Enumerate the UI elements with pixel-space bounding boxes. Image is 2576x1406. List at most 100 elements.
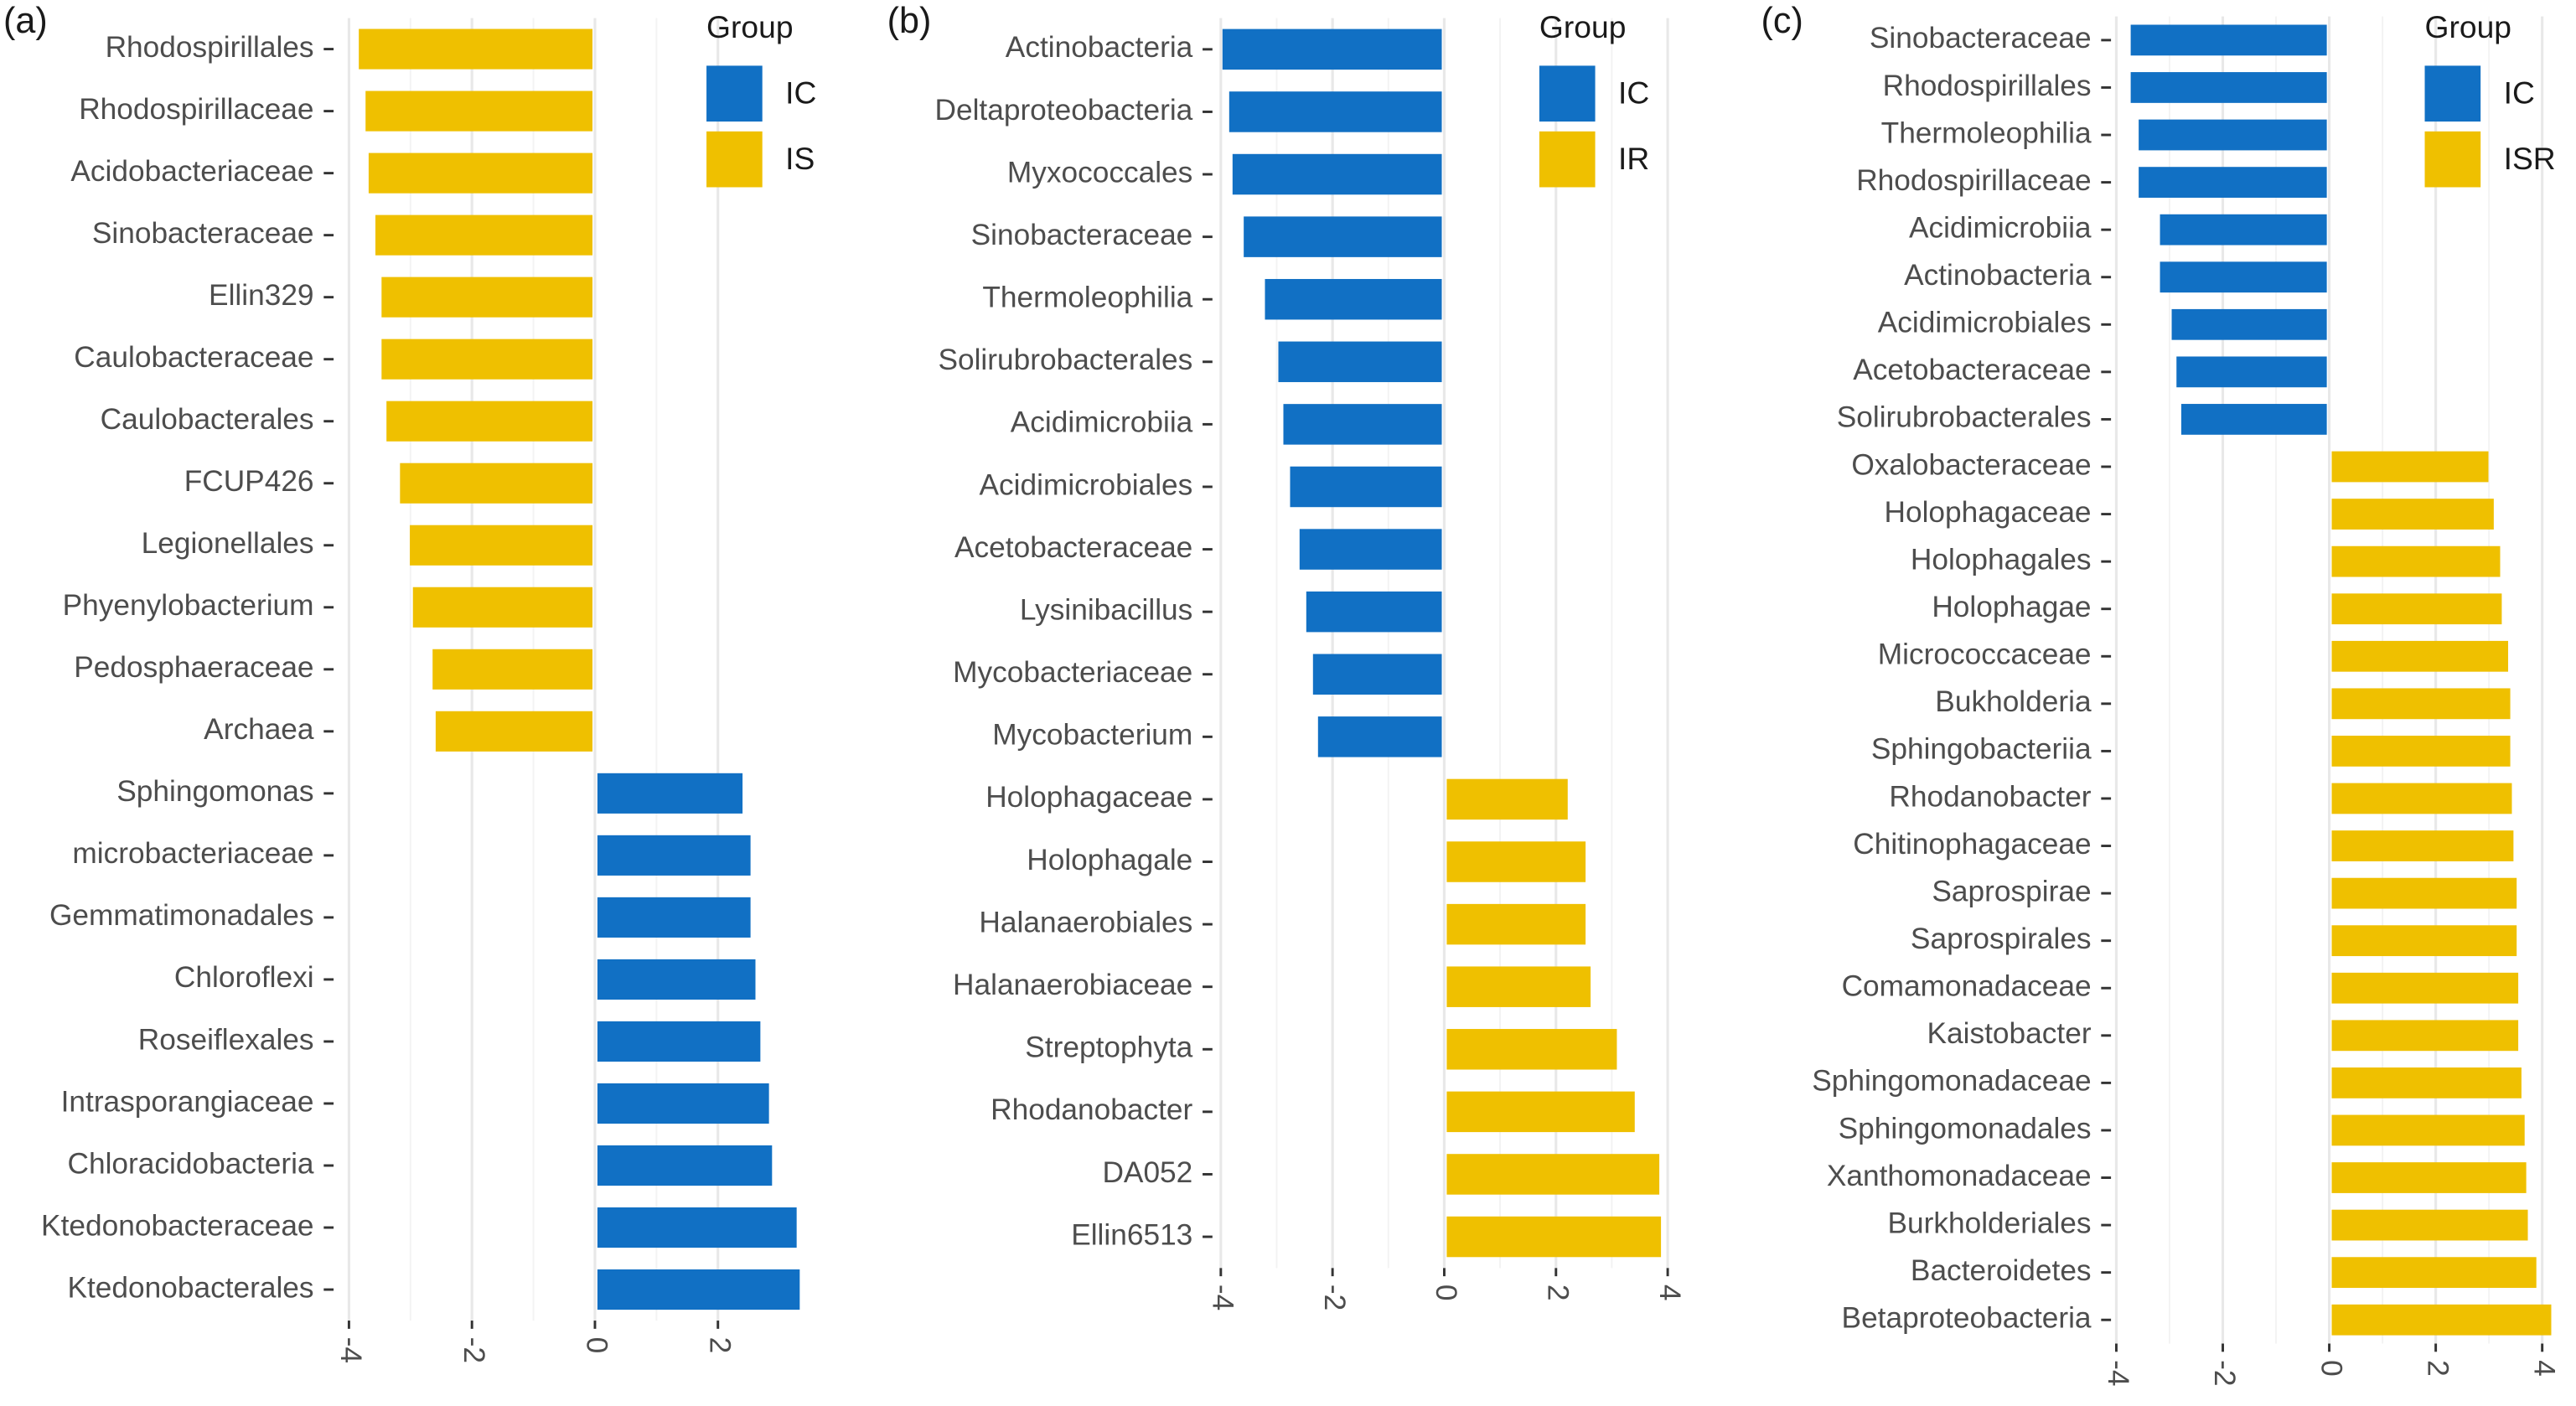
bar — [2130, 72, 2327, 103]
y-tick-label: Sphingomonadales — [1839, 1112, 2092, 1145]
y-tick-label: Thermoleophilia — [1881, 116, 2092, 149]
y-tick-label: Saprospirae — [1932, 875, 2091, 907]
y-tick-label: Rhodanobacter — [991, 1093, 1192, 1126]
bar — [1283, 404, 1442, 445]
y-tick-label: Bukholderia — [1935, 685, 2092, 718]
y-tick-label: Ktedonobacteraceae — [41, 1209, 313, 1242]
legend-label: IS — [785, 141, 815, 176]
bar — [2331, 1257, 2537, 1289]
bar — [2331, 830, 2514, 861]
bar — [1446, 966, 1591, 1007]
bar — [412, 587, 593, 628]
panel-label: (c) — [1761, 1, 1803, 41]
bar — [597, 1021, 761, 1062]
bar — [1229, 91, 1442, 132]
legend-label: IC — [1618, 75, 1649, 111]
y-tick-label: Streptophyta — [1025, 1031, 1192, 1064]
y-tick-label: Ellin329 — [209, 279, 313, 312]
bar — [381, 339, 593, 380]
x-tick-label: 4 — [1653, 1285, 1686, 1301]
bar — [2331, 972, 2519, 1004]
y-tick-label: Halanaerobiaceae — [953, 969, 1192, 1001]
y-tick-label: Mycobacterium — [992, 719, 1192, 752]
bar — [2331, 593, 2502, 625]
y-tick-label: Sinobacteraceae — [1870, 22, 2092, 54]
y-tick-label: Roseiflexales — [138, 1023, 314, 1056]
y-tick-label: Archaea — [204, 713, 314, 746]
x-tick-label: -4 — [1207, 1285, 1239, 1310]
x-tick-label: 2 — [2421, 1360, 2454, 1377]
y-tick-label: Legionellales — [142, 527, 314, 560]
y-tick-label: Comamonadaceae — [1842, 970, 2092, 1003]
y-tick-label: FCUP426 — [184, 465, 314, 498]
bar — [1244, 216, 1442, 257]
y-tick-label: Sinobacteraceae — [92, 217, 314, 250]
bar — [2331, 1114, 2525, 1146]
y-tick-label: Acidimicrobiia — [1011, 406, 1193, 439]
y-tick-label: Pedosphaeraceae — [74, 651, 313, 684]
y-tick-label: Sphingobacteriia — [1871, 733, 2092, 766]
legend-swatch — [706, 131, 763, 188]
bar — [597, 1269, 800, 1310]
y-tick-label: Holophagaceae — [985, 781, 1192, 814]
y-tick-label: Burkholderiales — [1887, 1207, 2091, 1239]
bar — [1446, 1154, 1660, 1195]
y-tick-label: Chloroflexi — [174, 961, 314, 994]
y-tick-label: Xanthomonadaceae — [1827, 1160, 2092, 1192]
y-tick-label: Micrococcaceae — [1878, 638, 2092, 671]
bar — [2331, 499, 2494, 530]
bar — [597, 1083, 769, 1124]
bar — [2331, 451, 2489, 483]
x-tick-label: -2 — [2208, 1360, 2241, 1386]
y-tick-label: Rhodospirillaceae — [1856, 164, 2091, 197]
bar — [2331, 1304, 2552, 1336]
y-tick-label: Acidimicrobiales — [980, 468, 1193, 501]
y-tick-label: Deltaproteobacteria — [935, 94, 1193, 127]
y-tick-label: Chloracidobacteria — [68, 1147, 314, 1180]
bar — [597, 1145, 773, 1186]
y-tick-label: Rhodospirillales — [1883, 70, 2092, 102]
bar — [597, 897, 751, 938]
bar — [1446, 778, 1568, 820]
legend-swatch — [706, 65, 763, 122]
legend-title: Group — [706, 9, 794, 44]
y-tick-label: microbacteriaceae — [72, 837, 313, 870]
bar — [2331, 1209, 2528, 1241]
bar — [432, 649, 593, 690]
y-tick-label: Ktedonobacterales — [67, 1271, 313, 1304]
bar — [1312, 654, 1442, 695]
bar — [2139, 167, 2327, 198]
bar — [435, 711, 593, 752]
bar — [1446, 841, 1586, 882]
bar — [368, 152, 593, 194]
y-tick-label: Holophagales — [1911, 543, 2092, 576]
bar — [400, 463, 593, 504]
bar — [1446, 1029, 1617, 1070]
bar — [365, 90, 593, 132]
bar — [597, 773, 743, 814]
y-tick-label: Actinobacteria — [1904, 259, 2092, 292]
x-tick-label: 2 — [703, 1337, 736, 1354]
y-tick-label: Phyenylobacterium — [63, 589, 314, 622]
bar — [1278, 341, 1442, 383]
y-tick-label: Halanaerobiales — [979, 906, 1192, 938]
bar — [2130, 24, 2327, 56]
bar — [2139, 119, 2327, 151]
bar — [597, 959, 756, 1000]
bar — [1299, 529, 1442, 570]
bar — [2176, 356, 2327, 388]
y-tick-label: Solirubrobacterales — [938, 344, 1192, 376]
bar — [359, 28, 593, 70]
panel-label: (b) — [887, 1, 932, 41]
bar — [597, 835, 751, 876]
y-tick-label: Caulobacteraceae — [74, 341, 313, 374]
y-tick-label: Kaistobacter — [1927, 1017, 2092, 1050]
y-tick-label: DA052 — [1102, 1156, 1192, 1189]
legend-label: IR — [1618, 141, 1649, 176]
y-tick-label: Holophagae — [1932, 591, 2091, 623]
bar — [597, 1207, 797, 1248]
y-tick-label: Chitinophagaceae — [1853, 828, 2091, 861]
y-tick-label: Mycobacteriaceae — [953, 656, 1192, 689]
y-tick-label: Rhodospirillaceae — [79, 93, 313, 126]
